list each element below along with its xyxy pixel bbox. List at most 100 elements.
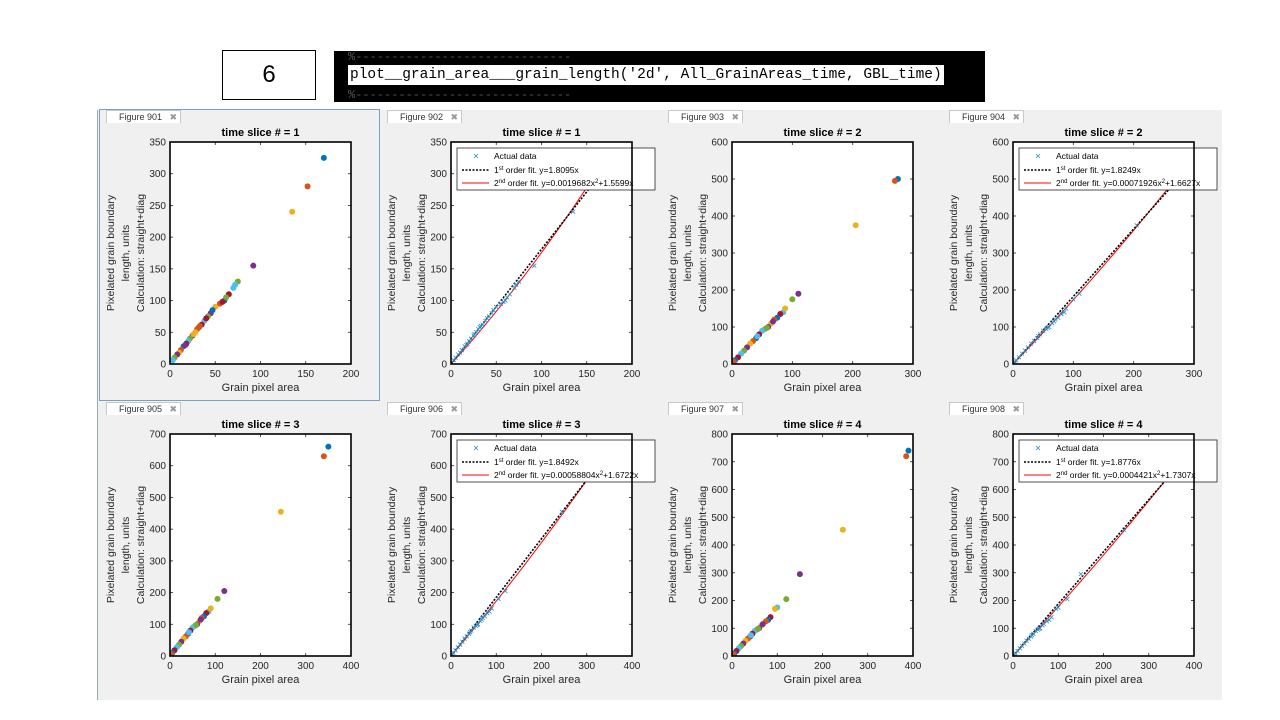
legend: Actual data 1st order fit. y=1.8492x 2nd o… — [456, 439, 656, 483]
data-point — [289, 208, 296, 215]
close-icon[interactable]: ✖ — [1012, 112, 1021, 122]
y-tick-label: 600 — [430, 461, 447, 472]
y-tick-label: 400 — [430, 525, 447, 536]
close-icon[interactable]: ✖ — [169, 404, 178, 414]
x-axis-label: Grain pixel area — [222, 674, 301, 686]
figure-tab[interactable]: Figure 903 ✖ — [668, 110, 744, 123]
figure-tab[interactable]: Figure 902 ✖ — [387, 110, 463, 123]
data-point — [903, 453, 910, 460]
legend-marker-actual — [1035, 153, 1041, 159]
x-tick-label: 100 — [488, 661, 505, 672]
figure-tab[interactable]: Figure 906 ✖ — [387, 402, 463, 415]
legend-second-label: 2nd order fit. y=0.00058804x2+1.6722x — [494, 470, 639, 480]
y-axis-label: Pixelated grain boundary — [105, 486, 117, 603]
x-tick-label: 100 — [784, 369, 801, 380]
y-tick-label: 700 — [711, 457, 728, 468]
y-tick-label: 500 — [711, 175, 728, 186]
data-point — [196, 322, 203, 329]
figure-window-1[interactable]: Figure 901 ✖ time slice # = 1 0 50 100 150 200 0… — [99, 109, 380, 401]
x-tick-label: 0 — [729, 661, 735, 672]
figure-tab-label: Figure 907 — [681, 404, 725, 414]
y-tick-label: 0 — [441, 360, 447, 371]
close-icon[interactable]: ✖ — [169, 112, 178, 122]
close-icon[interactable]: ✖ — [731, 404, 740, 414]
x-axis-label: Grain pixel area — [1065, 674, 1144, 686]
data-point — [732, 651, 737, 656]
data-point — [1078, 571, 1084, 577]
y-axis-label: Pixelated grain boundary — [386, 194, 398, 311]
figure-tab[interactable]: Figure 908 ✖ — [949, 402, 1025, 415]
figure-window-4[interactable]: Figure 904 ✖ time slice # = 2 0 100 200 300 0 10… — [943, 110, 1222, 400]
y-tick-label: 50 — [436, 328, 448, 339]
y-tick-label: 0 — [160, 360, 166, 371]
y-tick-label: 500 — [711, 513, 728, 524]
figure-window-5[interactable]: Figure 905 ✖ time slice # = 3 0 100 200 300 400… — [100, 402, 379, 692]
data-point — [472, 331, 477, 337]
data-point — [1019, 351, 1025, 356]
data-layer — [732, 176, 901, 364]
figure-tab[interactable]: Figure 904 ✖ — [949, 110, 1025, 123]
axes-frame — [731, 141, 914, 365]
x-tick-label: 100 — [252, 369, 269, 380]
close-icon[interactable]: ✖ — [1012, 404, 1021, 414]
legend-box — [456, 439, 656, 483]
data-point — [219, 298, 226, 305]
x-tick-label: 150 — [578, 369, 595, 380]
data-point — [479, 617, 485, 622]
y-tick-label: 350 — [149, 138, 166, 149]
data-point — [1036, 333, 1041, 339]
y-tick-label: 0 — [1003, 360, 1009, 371]
figure-tab[interactable]: Figure 907 ✖ — [668, 402, 744, 415]
y-axis-label: Calculation: straight+diag — [978, 194, 990, 312]
y-axis-label: Pixelated grain boundary — [948, 486, 960, 603]
axes-frame — [1012, 433, 1195, 657]
data-point — [250, 262, 257, 269]
data-point — [487, 609, 492, 614]
y-tick-label: 250 — [430, 201, 447, 212]
y-tick-label: 100 — [149, 620, 166, 631]
figure-window-2[interactable]: Figure 902 ✖ time slice # = 1 0 50 100 150 200 0… — [381, 110, 660, 400]
y-tick-label: 100 — [430, 620, 447, 631]
second-order-fit-line — [451, 159, 606, 364]
legend-marker-actual — [473, 445, 479, 451]
y-tick-label: 100 — [711, 624, 728, 635]
y-tick-label: 800 — [711, 430, 728, 441]
figure-tab-label: Figure 903 — [681, 112, 725, 122]
figure-window-7[interactable]: Figure 907 ✖ time slice # = 4 0 100 200 300 400… — [662, 402, 941, 692]
data-point — [531, 263, 537, 268]
close-icon[interactable]: ✖ — [731, 112, 740, 122]
y-tick-label: 500 — [430, 493, 447, 504]
y-tick-label: 0 — [160, 652, 166, 663]
legend-box — [1018, 147, 1218, 191]
data-point — [197, 616, 204, 623]
x-tick-label: 50 — [210, 369, 222, 380]
y-tick-label: 200 — [711, 286, 728, 297]
legend-marker-actual — [1035, 445, 1041, 451]
data-point — [748, 632, 755, 639]
data-point — [789, 296, 796, 303]
close-icon[interactable]: ✖ — [450, 404, 459, 414]
figure-tab[interactable]: Figure 905 ✖ — [106, 402, 182, 415]
data-layer — [170, 443, 332, 656]
y-axis-label: length, units — [963, 517, 975, 574]
y-tick-label: 600 — [992, 138, 1009, 149]
data-point — [512, 285, 517, 291]
figure-tab[interactable]: Figure 901 ✖ — [106, 110, 182, 123]
data-point — [501, 299, 506, 305]
y-tick-label: 350 — [430, 138, 447, 149]
figure-window-3[interactable]: Figure 903 ✖ time slice # = 2 0 100 200 300 0 10… — [662, 110, 941, 400]
data-point — [471, 625, 476, 630]
legend-first-label: 1st order fit. y=1.8249x — [1056, 165, 1142, 175]
data-point — [782, 305, 789, 312]
figure-window-6[interactable]: Figure 906 ✖ time slice # = 3 0 100 200 300 400… — [381, 402, 660, 692]
data-point — [209, 307, 216, 314]
data-point — [325, 443, 332, 450]
data-point — [277, 508, 284, 515]
first-order-fit-line — [1013, 452, 1191, 656]
figure-window-8[interactable]: Figure 908 ✖ time slice # = 4 0 100 200 300 400… — [943, 402, 1222, 692]
figure-tab-label: Figure 908 — [962, 404, 1006, 414]
data-point — [732, 358, 737, 364]
figure-grid: Figure 901 ✖ time slice # = 1 0 50 100 150 200 0… — [97, 109, 1222, 700]
close-icon[interactable]: ✖ — [450, 112, 459, 122]
data-point — [1077, 291, 1082, 296]
